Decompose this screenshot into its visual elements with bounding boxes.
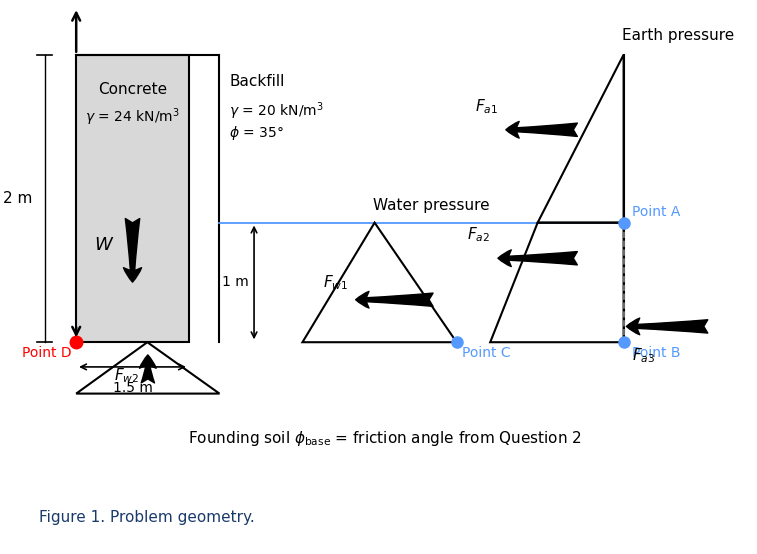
Text: 1.5 m: 1.5 m xyxy=(113,381,152,395)
Text: Founding soil $\phi_{\mathrm{base}}$ = friction angle from Question 2: Founding soil $\phi_{\mathrm{base}}$ = f… xyxy=(188,429,581,448)
Text: Point D: Point D xyxy=(22,346,71,360)
Text: $\gamma$ = 20 kN/m$^3$: $\gamma$ = 20 kN/m$^3$ xyxy=(229,100,324,122)
Text: $\phi$ = 35°: $\phi$ = 35° xyxy=(229,124,284,142)
Text: $F_{a2}$: $F_{a2}$ xyxy=(467,225,491,244)
Text: Point B: Point B xyxy=(631,346,680,360)
Text: Concrete: Concrete xyxy=(98,83,167,98)
Text: 1 m: 1 m xyxy=(223,275,249,289)
Text: $F_{w1}$: $F_{w1}$ xyxy=(322,273,348,292)
Text: Water pressure: Water pressure xyxy=(373,198,490,213)
Text: $F_{w2}$: $F_{w2}$ xyxy=(114,366,139,385)
Text: 2 m: 2 m xyxy=(3,191,33,206)
Text: Backfill: Backfill xyxy=(229,74,285,89)
Text: Point C: Point C xyxy=(462,346,510,360)
Text: Figure 1. Problem geometry.: Figure 1. Problem geometry. xyxy=(39,510,254,525)
Text: Point A: Point A xyxy=(631,204,680,219)
Text: $\gamma$ = 24 kN/m$^3$: $\gamma$ = 24 kN/m$^3$ xyxy=(85,106,180,127)
Text: $F_{a1}$: $F_{a1}$ xyxy=(475,98,498,116)
Text: $F_{a3}$: $F_{a3}$ xyxy=(631,346,655,365)
Text: $W$: $W$ xyxy=(95,237,115,254)
Text: Earth pressure: Earth pressure xyxy=(621,28,734,43)
Polygon shape xyxy=(76,55,188,342)
